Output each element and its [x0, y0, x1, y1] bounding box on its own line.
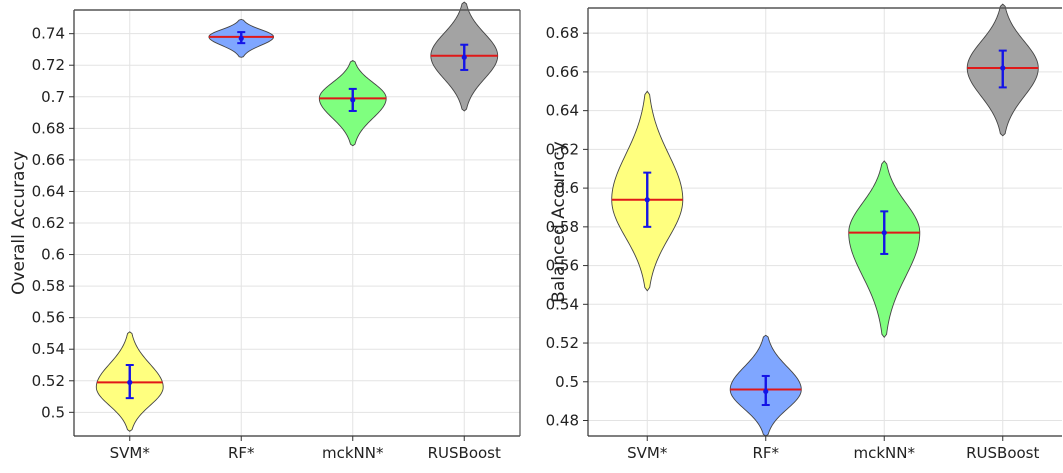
- mean-point-3: [1000, 65, 1006, 71]
- y-tick-label: 0.56: [546, 257, 579, 275]
- y-tick-label: 0.48: [546, 412, 579, 430]
- y-tick-label: 0.62: [546, 140, 579, 158]
- y-axis-label: Balanced Accuracy: [549, 141, 569, 303]
- y-tick-label: 0.64: [546, 102, 579, 120]
- y-tick-label: 0.5: [555, 373, 579, 391]
- mean-point-2: [350, 97, 356, 103]
- y-tick-label: 0.7: [41, 88, 65, 106]
- y-axis-label: Overall Accuracy: [9, 151, 29, 295]
- mean-point-0: [644, 197, 650, 203]
- y-tick-label: 0.54: [32, 340, 65, 358]
- overall-accuracy-panel: 0.5 0.52 0.54 0.56 0.58 0.6 0.62 0.64 0.66 0.68 0.…: [9, 1, 521, 462]
- y-tick-label: 0.66: [32, 151, 65, 169]
- y-tick-label: 0.66: [546, 63, 579, 81]
- x-tick-label: RUSBoost: [428, 444, 501, 462]
- y-tick-label: 0.68: [32, 119, 65, 137]
- y-tick-label: 0.64: [32, 182, 65, 200]
- balanced-accuracy-panel: 0.48 0.5 0.52 0.54 0.56 0.58 0.6 0.62 0.64 0.66 0.…: [546, 3, 1062, 462]
- y-tick-label: 0.68: [546, 24, 579, 42]
- mean-point-1: [763, 388, 769, 395]
- x-tick-label: SVM*: [110, 444, 151, 462]
- y-tick-label: 0.56: [32, 309, 65, 327]
- x-tick-label: RUSBoost: [966, 444, 1039, 462]
- y-tick-label: 0.5: [41, 403, 65, 421]
- y-tick-label: 0.58: [32, 277, 65, 295]
- x-tick-label: mckNN*: [854, 444, 916, 462]
- y-tick-label: 0.72: [32, 56, 65, 74]
- mean-point-0: [127, 379, 133, 385]
- y-tick-label: 0.58: [546, 218, 579, 236]
- y-tick-label: 0.6: [555, 179, 579, 197]
- x-tick-label: RF*: [228, 444, 255, 462]
- x-tick-label: RF*: [752, 444, 779, 462]
- y-tick-label: 0.52: [32, 372, 65, 390]
- y-tick-label: 0.54: [546, 295, 579, 313]
- mean-point-2: [881, 230, 887, 236]
- x-tick-label: mckNN*: [322, 444, 384, 462]
- mean-point-3: [461, 54, 467, 60]
- y-tick-label: 0.52: [546, 334, 579, 352]
- y-tick-label: 0.74: [32, 25, 65, 43]
- y-tick-label: 0.62: [32, 214, 65, 232]
- y-tick-label: 0.6: [41, 246, 65, 264]
- mean-point-1: [238, 35, 244, 42]
- x-tick-label: SVM*: [627, 444, 668, 462]
